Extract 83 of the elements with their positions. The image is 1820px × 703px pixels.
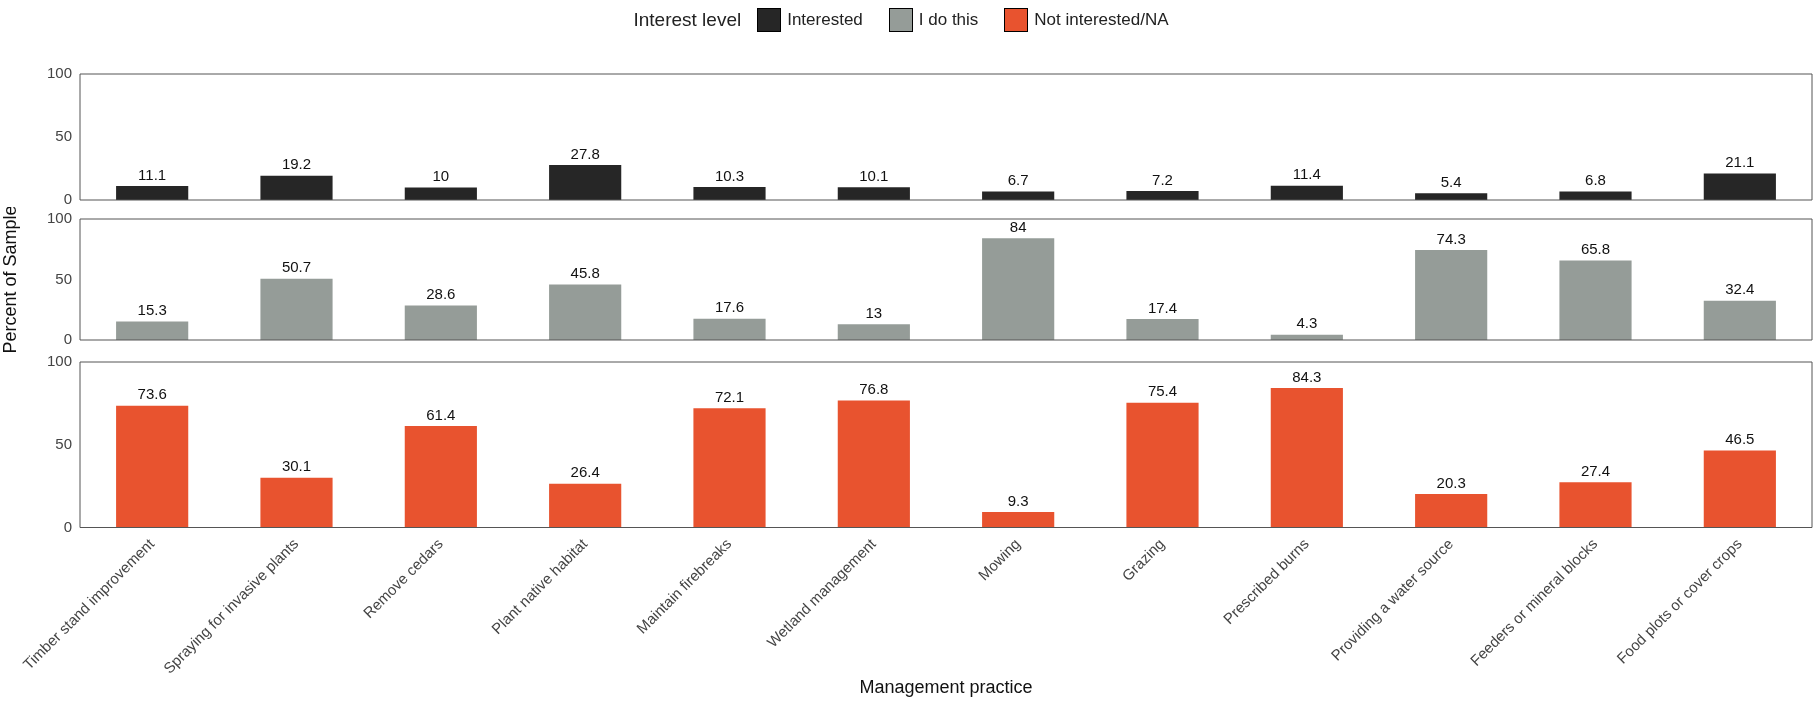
data-label: 7.2 <box>1152 170 1173 188</box>
bar <box>693 318 766 340</box>
y-tick-label: 100 <box>46 64 72 82</box>
legend-label: Not interested/NA <box>1034 10 1169 30</box>
data-label: 10 <box>432 167 450 185</box>
data-label: 84.3 <box>1292 367 1322 385</box>
bar <box>837 400 910 528</box>
legend-label: Interested <box>787 10 863 30</box>
data-label: 84 <box>1009 218 1027 235</box>
data-label: 11.1 <box>138 165 167 183</box>
data-label: 27.8 <box>570 144 600 162</box>
bar <box>982 238 1055 340</box>
bar <box>1703 450 1776 528</box>
bar <box>260 278 333 340</box>
data-label: 19.2 <box>281 155 312 173</box>
data-label: 17.6 <box>714 298 745 316</box>
y-tick-label: 50 <box>55 434 72 452</box>
bar <box>837 187 910 200</box>
data-label: 20.3 <box>1436 473 1466 491</box>
data-label: 4.3 <box>1296 314 1318 332</box>
data-label: 21.1 <box>1725 153 1755 171</box>
data-label: 73.6 <box>137 385 167 403</box>
bar <box>549 483 622 528</box>
data-label: 26.4 <box>570 463 600 481</box>
bar <box>1415 250 1488 340</box>
y-tick-label: 50 <box>55 127 72 145</box>
bar <box>1559 482 1632 528</box>
bar <box>1270 387 1343 528</box>
bar <box>1126 402 1199 528</box>
legend-title: Interest level <box>633 9 742 31</box>
bar <box>549 164 622 200</box>
data-label: 9.3 <box>1007 491 1029 509</box>
legend-label: I do this <box>918 10 979 30</box>
y-tick-label: 0 <box>63 190 72 208</box>
data-label: 75.4 <box>1147 382 1178 400</box>
data-label: 46.5 <box>1725 430 1755 448</box>
data-label: 5.4 <box>1440 172 1462 190</box>
data-label: 72.1 <box>714 387 745 405</box>
bar <box>549 284 622 340</box>
bar <box>404 305 477 340</box>
bar <box>404 187 477 200</box>
y-tick-label: 0 <box>63 330 72 348</box>
data-label: 32.4 <box>1725 280 1755 298</box>
data-label: 74.3 <box>1436 229 1466 247</box>
y-tick-label: 100 <box>46 209 72 227</box>
data-label: 50.7 <box>281 258 312 276</box>
data-label: 30.1 <box>281 457 312 475</box>
y-tick-label: 50 <box>55 269 72 287</box>
y-tick-label: 100 <box>46 352 72 370</box>
bar <box>116 405 189 528</box>
bar <box>1270 185 1343 200</box>
data-label: 11.4 <box>1292 165 1321 183</box>
y-tick-label: 0 <box>63 517 72 535</box>
data-label: 45.8 <box>570 264 600 282</box>
data-label: 6.7 <box>1007 171 1029 189</box>
bar <box>260 477 333 528</box>
bar <box>1703 300 1776 340</box>
data-label: 10.3 <box>714 166 745 184</box>
bar <box>982 512 1055 528</box>
data-label: 15.3 <box>137 301 167 319</box>
bar <box>260 175 333 200</box>
bar <box>1126 318 1199 340</box>
bar <box>1559 191 1632 200</box>
data-label: 13 <box>865 303 883 321</box>
data-label: 17.4 <box>1147 298 1178 316</box>
bar <box>116 321 189 340</box>
y-axis-title: Percent of Sample <box>0 205 20 354</box>
data-label: 61.4 <box>426 405 456 423</box>
data-label: 27.4 <box>1580 461 1611 479</box>
bar <box>1703 173 1776 200</box>
data-label: 28.6 <box>426 285 456 303</box>
bar <box>837 324 910 340</box>
bar <box>1415 493 1488 528</box>
x-axis-title: Management practice <box>859 677 1033 698</box>
bar <box>693 187 766 200</box>
data-label: 10.1 <box>859 166 889 184</box>
bar <box>404 425 477 528</box>
data-label: 6.8 <box>1585 171 1606 189</box>
data-label: 76.8 <box>859 380 889 398</box>
data-label: 65.8 <box>1580 240 1611 258</box>
bar <box>693 408 766 528</box>
bar <box>116 186 189 200</box>
bar <box>1559 260 1632 340</box>
